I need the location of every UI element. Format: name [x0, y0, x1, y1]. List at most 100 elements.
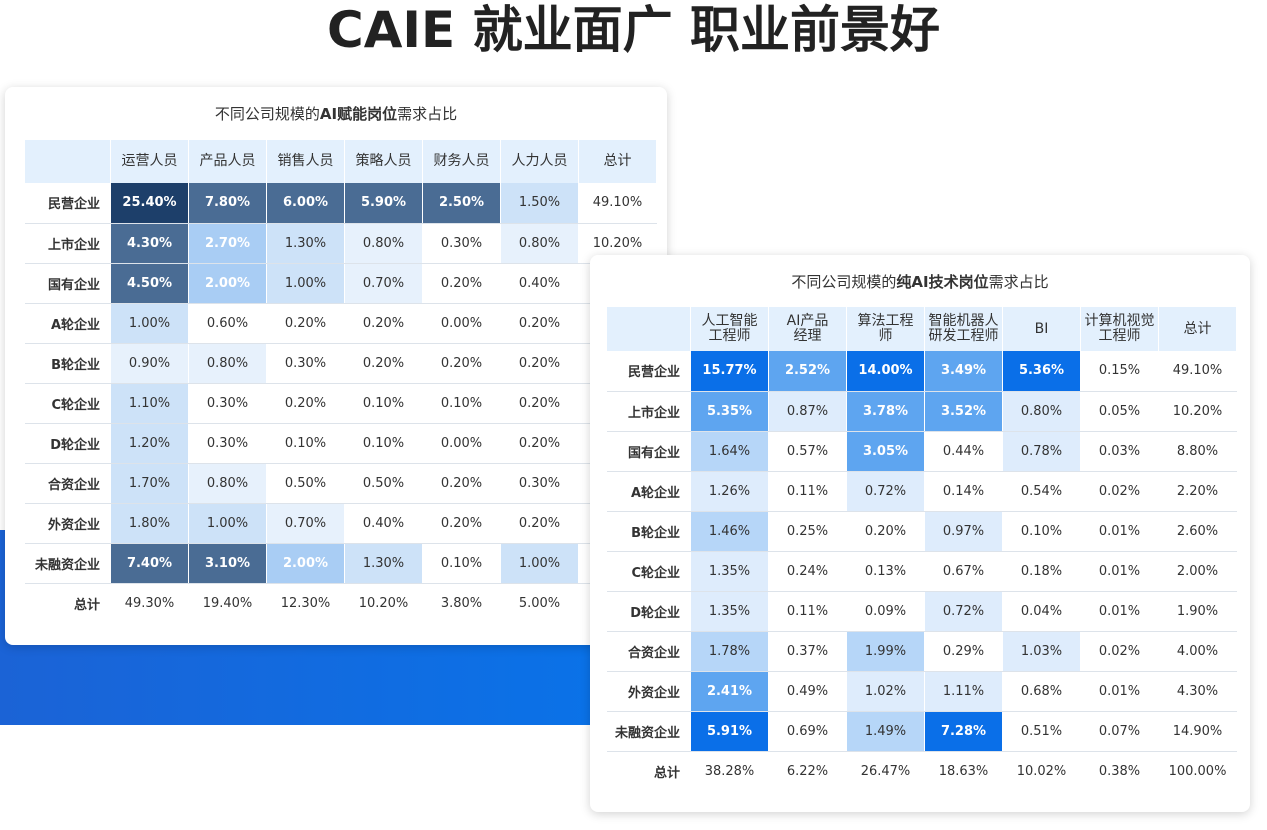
table-cell: 0.72% — [846, 471, 925, 512]
table-cell: 1.80% — [110, 503, 189, 544]
column-header: 总计 — [578, 140, 657, 183]
table-row: D轮企业 1.35% 0.11% 0.09% 0.72% 0.04% 0.01% 1.90% — [607, 591, 1237, 632]
table-cell: 0.04% — [1002, 591, 1081, 632]
table-cell: 0.30% — [188, 423, 267, 464]
column-header: 财务人员 — [422, 140, 501, 183]
table-cell: 0.05% — [1080, 391, 1159, 432]
table-cell: 0.20% — [500, 503, 579, 544]
table-cell: 3.80% — [422, 583, 501, 623]
row-label: 上市企业 — [25, 223, 111, 264]
table-cell: 14.00% — [846, 351, 925, 392]
table-row: 上市企业 5.35% 0.87% 3.78% 3.52% 0.80% 0.05% 10.20% — [607, 391, 1237, 432]
table-cell: 0.40% — [344, 503, 423, 544]
table-cell: 1.78% — [690, 631, 769, 672]
table-cell: 0.20% — [422, 503, 501, 544]
row-label: C轮企业 — [607, 551, 691, 592]
table-cell: 0.10% — [422, 383, 501, 424]
table-cell: 0.20% — [422, 343, 501, 384]
column-header-line: 工程师 — [1098, 328, 1141, 344]
table-title-part: 需求占比 — [988, 273, 1049, 291]
table-cell: 5.35% — [690, 391, 769, 432]
table-cell: 0.00% — [422, 303, 501, 344]
table-cell: 0.44% — [924, 431, 1003, 472]
table-cell: 1.30% — [266, 223, 345, 264]
table-cell: 1.30% — [344, 543, 423, 584]
table-cell: 7.28% — [924, 711, 1003, 752]
table-title: 不同公司规模的AI赋能岗位需求占比 — [5, 103, 667, 125]
table-cell: 0.70% — [344, 263, 423, 304]
table-cell: 0.30% — [500, 463, 579, 504]
table-row: C轮企业 1.35% 0.24% 0.13% 0.67% 0.18% 0.01% 2.00% — [607, 551, 1237, 592]
table-cell: 25.40% — [110, 183, 189, 224]
table-cell: 1.64% — [690, 431, 769, 472]
table: 运营人员 产品人员 销售人员 策略人员 财务人员 人力人员 总计 民营企业 25.40% 7.80… — [25, 140, 657, 623]
column-header-line: 计算机视觉 — [1084, 313, 1155, 329]
table-cell: 0.14% — [924, 471, 1003, 512]
table-cell: 0.20% — [344, 343, 423, 384]
table-cell: 0.50% — [266, 463, 345, 504]
table-card: 不同公司规模的纯AI技术岗位需求占比 人工智能 工程师 AI产品 经理 算法工程师智能机器… — [590, 255, 1250, 812]
page-title: CAIE 就业面广 职业前景好 — [327, 1, 940, 59]
table-title-part: 不同公司规模的 — [214, 105, 320, 123]
row-label: 上市企业 — [607, 391, 691, 432]
table-cell: 0.24% — [768, 551, 847, 592]
column-header: 销售人员 — [266, 140, 345, 183]
column-header-line: 总计 — [1183, 320, 1212, 337]
table-cell: 15.77% — [690, 351, 769, 392]
table-cell: 26.47% — [846, 751, 925, 791]
column-header-line: BI — [1034, 320, 1049, 337]
column-header-line: 研发工程师 — [928, 328, 999, 344]
table-cell: 0.07% — [1080, 711, 1159, 752]
table-cell: 1.00% — [110, 303, 189, 344]
table-cell: 0.97% — [924, 511, 1003, 552]
table-cell: 0.20% — [266, 383, 345, 424]
table-cell: 2.50% — [422, 183, 501, 224]
row-label: D轮企业 — [607, 591, 691, 632]
row-label: 外资企业 — [607, 671, 691, 712]
table-cell: 0.20% — [846, 511, 925, 552]
column-header: 策略人员 — [344, 140, 423, 183]
row-label: 外资企业 — [25, 503, 111, 544]
table-cell: 0.51% — [1002, 711, 1081, 752]
table-cell: 7.40% — [110, 543, 189, 584]
table-title-part: 需求占比 — [397, 105, 458, 123]
table-cell: 1.99% — [846, 631, 925, 672]
table-cell: 1.20% — [110, 423, 189, 464]
column-header-line: 工程师 — [708, 328, 751, 344]
table-row: 未融资企业7.40%3.10%2.00%1.30%0.10%1.00%14.90… — [25, 543, 657, 584]
table-cell: 0.20% — [422, 263, 501, 304]
table-cell: 0.20% — [500, 423, 579, 464]
table-cell: 0.30% — [266, 343, 345, 384]
row-label: B轮企业 — [607, 511, 691, 552]
table-cell: 1.26% — [690, 471, 769, 512]
table-row: 合资企业 1.78% 0.37% 1.99% 0.29% 1.03% 0.02% 4.00% — [607, 631, 1237, 672]
column-header-line: 经理 — [793, 328, 822, 344]
table-cell: 0.18% — [1002, 551, 1081, 592]
column-header: BI — [1002, 307, 1081, 351]
table-cell: 4.30% — [1158, 671, 1237, 712]
corner-cell — [25, 140, 111, 183]
table-cell: 0.00% — [422, 423, 501, 464]
column-header-line: 产品人员 — [199, 153, 256, 169]
table-row: B轮企业 1.46% 0.25% 0.20% 0.97% 0.10% 0.01% 2.60% — [607, 511, 1237, 552]
table-cell: 0.54% — [1002, 471, 1081, 512]
table-title: 不同公司规模的纯AI技术岗位需求占比 — [590, 271, 1250, 293]
table-cell: 0.50% — [344, 463, 423, 504]
table-cell: 6.00% — [266, 183, 345, 224]
table-cell: 2.00% — [266, 543, 345, 584]
table-cell: 49.10% — [1158, 351, 1237, 392]
column-header-line: 智能机器人 — [928, 313, 999, 329]
table-cell: 0.87% — [768, 391, 847, 432]
table-cell: 0.20% — [500, 303, 579, 344]
total-row: 总计49.30%19.40%12.30%10.20%3.80%5.00%100.… — [25, 583, 657, 623]
row-label: 未融资企业 — [25, 543, 111, 584]
total-row: 总计 38.28% 6.22% 26.47% 18.63% 10.02% 0.38% 100.… — [607, 751, 1237, 791]
column-header: 智能机器人 研发工程师 — [924, 307, 1003, 351]
table-cell: 1.46% — [690, 511, 769, 552]
table-cell: 0.20% — [500, 343, 579, 384]
table-cell: 0.02% — [1080, 471, 1159, 512]
table-cell: 1.90% — [1158, 591, 1237, 632]
table-row: 未融资企业 5.91% 0.69% 1.49% 7.28% 0.51% 0.07% 14.90… — [607, 711, 1237, 752]
